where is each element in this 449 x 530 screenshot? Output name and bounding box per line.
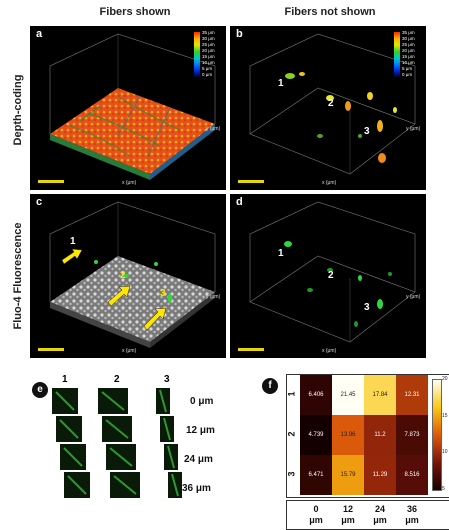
x-axis-label-b: x (μm) [322,180,337,186]
scale-bar-a [38,180,64,183]
surface-plot-c [49,201,216,348]
col-header-fibers-shown: Fibers shown [99,6,171,18]
marker-1-d: 1 [278,248,284,259]
panel-b-depth-coding-no-fibers: b 1 2 3 35 μm 30 μm 25 μm 20 μm 15 μm 10 μm 5… [230,26,426,190]
heatmap-colorbar-tick: 10 [442,449,448,456]
strip-col-2: 2 [114,374,120,385]
surface-plot-d [249,201,416,343]
arrow-3-c [143,307,167,331]
panel-label-a: a [36,28,43,40]
depth-legend-b: 35 μm 30 μm 25 μm 20 μm 15 μm 10 μm 5 μm 0 μm [402,30,415,77]
y-axis-label-d: y (μm) [406,294,421,300]
heatmap-cell: 6.471 [300,455,332,495]
heatmap-col-value: 36 [406,504,417,514]
heatmap-colorbar-gradient [432,379,442,491]
strip-row-24um: 24 μm [184,454,213,465]
x-axis-label-a: x (μm) [122,180,137,186]
col-header-fibers-not-shown: Fibers not shown [284,6,376,18]
arrow-2-c [107,285,131,307]
row-header-fluo4: Fluo-4 Fluorescence [12,222,24,330]
marker-3-c: 3 [160,288,166,299]
heatmap: 1 6.406 21.45 17.84 12.31 2 4.739 13.96 11.2 7.87… [286,374,449,530]
heatmap-col-unit: μm [309,515,323,525]
panel-label-c: c [36,196,43,208]
marker-1-b: 1 [278,78,284,89]
strip-row-0um: 0 μm [190,396,214,407]
heatmap-colorbar-tick: 20 [442,376,448,382]
heatmap-cell: 15.79 [332,455,364,495]
arrow-1-c [61,248,83,265]
marker-3-b: 3 [364,126,370,137]
marker-2-c: 2 [120,270,126,281]
panel-label-d: d [236,196,243,208]
heatmap-row-label: 2 [286,431,297,437]
scale-bar-d [238,348,264,351]
scale-bar-b [238,180,264,183]
marker-2-d: 2 [328,270,334,281]
heatmap-col-label: 12 μm [332,504,364,526]
heatmap-col-label: 0 μm [300,504,332,526]
panel-label-b: b [236,28,243,40]
y-axis-label-b: y (μm) [406,126,421,132]
heatmap-colorbar-tick: 15 [442,412,448,419]
x-axis-label-c: x (μm) [122,348,137,354]
surface-plot-b [249,33,416,175]
heatmap-cell: 11.2 [364,415,396,455]
heatmap-col-label: 24 μm [364,504,396,526]
heatmap-colorbar-tick: 5 [442,486,445,492]
heatmap-col-label: 36 μm [396,504,428,526]
heatmap-col-value: 0 [313,504,319,514]
heatmap-cell: 7.873 [396,415,428,455]
row-header-depth-coding: Depth-coding [12,74,24,146]
strip-row-36um: 36 μm [182,483,211,494]
heatmap-cell: 4.739 [300,415,332,455]
depth-colorbar-a [194,32,200,78]
heatmap-col-unit: μm [341,515,355,525]
depth-colorbar-b [394,32,400,78]
heatmap-cell: 11.29 [364,455,396,495]
heatmap-cell: 17.84 [364,375,396,415]
heatmap-row-label: 1 [286,391,297,397]
surface-plot-a [49,33,216,180]
heatmap-col-value: 24 [374,504,385,514]
strip-col-3: 3 [164,374,170,385]
heatmap-cell: 12.31 [396,375,428,415]
heatmap-cell: 6.406 [300,375,332,415]
y-axis-label-c: y (μm) [206,294,221,300]
heatmap-frame [286,374,449,498]
panel-label-f: f [262,378,278,394]
strip-images [52,388,182,498]
heatmap-col-value: 12 [342,504,353,514]
marker-1-c: 1 [70,236,76,247]
heatmap-col-unit: μm [373,515,387,525]
marker-2-b: 2 [328,98,334,109]
panel-a-depth-coding-fibers: a 35 μm 30 μm 25 μm 20 μm 15 μm 10 μm 5 μm 0 μ… [30,26,226,190]
panel-c-fluo4-fibers: c 1 2 3 x (μm) y (μm) [30,194,226,358]
depth-legend-a: 35 μm 30 μm 25 μm 20 μm 15 μm 10 μm 5 μm 0 μm [202,30,215,77]
heatmap-cell: 13.96 [332,415,364,455]
heatmap-cell: 21.45 [332,375,364,415]
y-axis-label-a: y (μm) [206,126,221,132]
panel-d-fluo4-no-fibers: d 1 2 3 x (μm) y (μm) [230,194,426,358]
strip-col-1: 1 [62,374,68,385]
x-axis-label-d: x (μm) [322,348,337,354]
heatmap-row-label: 3 [286,471,297,477]
panel-label-e: e [32,382,48,398]
heatmap-cell: 8.516 [396,455,428,495]
scale-bar-c [38,348,64,351]
heatmap-col-unit: μm [405,515,419,525]
strip-row-12um: 12 μm [186,425,215,436]
marker-3-d: 3 [364,302,370,313]
